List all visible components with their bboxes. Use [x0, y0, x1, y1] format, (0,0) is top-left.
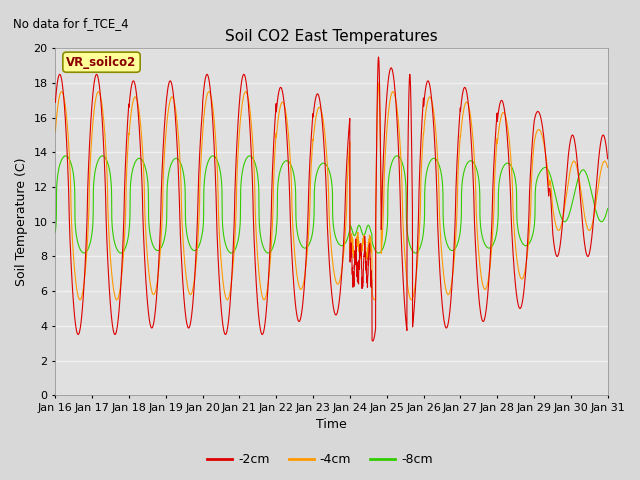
Text: No data for f_TCE_4: No data for f_TCE_4	[13, 17, 129, 30]
Text: VR_soilco2: VR_soilco2	[67, 56, 136, 69]
Title: Soil CO2 East Temperatures: Soil CO2 East Temperatures	[225, 29, 438, 45]
Legend: -2cm, -4cm, -8cm: -2cm, -4cm, -8cm	[202, 448, 438, 471]
X-axis label: Time: Time	[316, 419, 347, 432]
Y-axis label: Soil Temperature (C): Soil Temperature (C)	[15, 157, 28, 286]
